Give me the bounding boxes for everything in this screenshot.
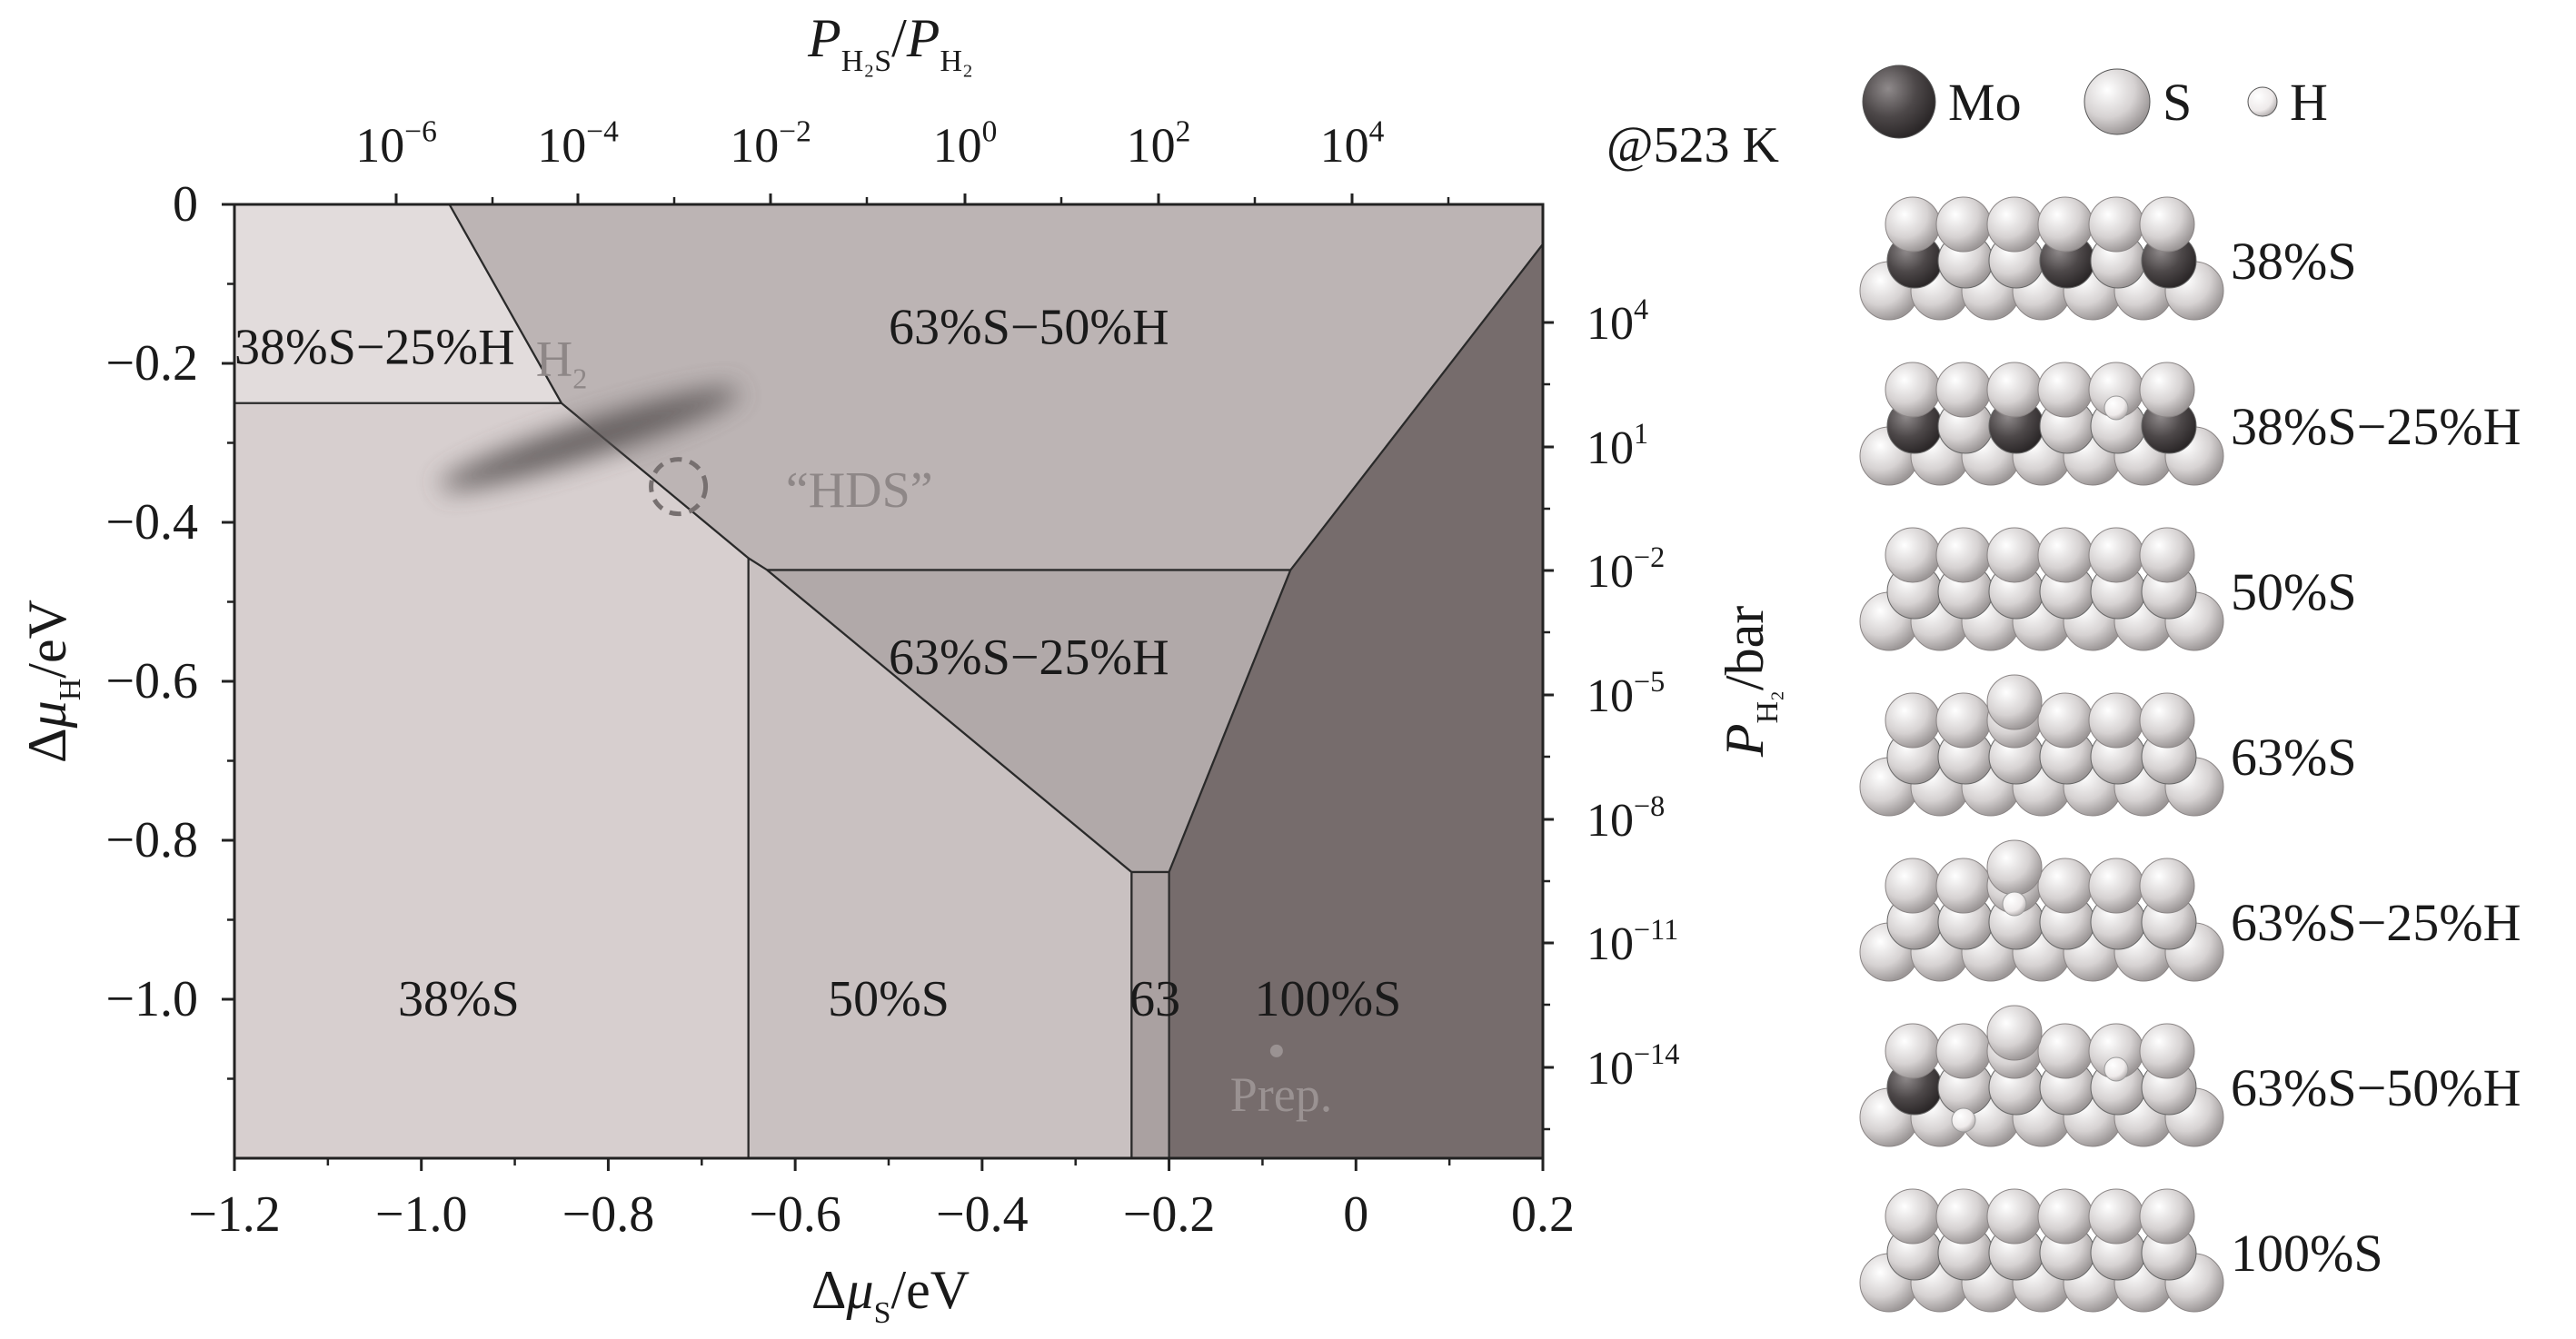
- h-atom-icon: [2104, 1056, 2129, 1082]
- right-tick-label: 10−11: [1586, 913, 1678, 970]
- region-label: 63: [1129, 971, 1180, 1027]
- top-tick-label: 102: [1127, 114, 1191, 173]
- region-labels: 38%S−25%H 63%S−50%H 63%S−25%H 38%S 50%S 63 100…: [234, 300, 1401, 1122]
- right-axis-title: PH₂/bar: [1715, 606, 1785, 758]
- structure-row: 38%S−25%H: [1863, 352, 2571, 501]
- region-38-s: [233, 402, 750, 1160]
- structure-slabs: [1859, 196, 2224, 1313]
- top-tick-label: 100: [933, 114, 998, 173]
- x-tick-label: −0.8: [562, 1186, 655, 1243]
- mo-atom-icon: [1862, 64, 1936, 139]
- x-tick-label: 0.2: [1511, 1186, 1575, 1243]
- slab-1: [1859, 196, 2224, 321]
- x-tick-label: −1.0: [375, 1186, 468, 1243]
- slab-4: [1859, 674, 2224, 817]
- legend-label: Mo: [1948, 73, 2022, 132]
- structure-label: 38%S−25%H: [2231, 397, 2521, 456]
- x-tick-label: 0: [1343, 1186, 1368, 1243]
- top-tick-label: 10−2: [730, 114, 811, 173]
- h-atom-icon: [1951, 1107, 1976, 1133]
- top-tick-label: 10−4: [537, 114, 619, 173]
- temperature-label: @523 K: [1606, 117, 1779, 174]
- h-atom-icon: [2104, 395, 2129, 421]
- h-atom-icon: [2247, 86, 2278, 117]
- structure-label: 63%S−50%H: [2231, 1058, 2521, 1117]
- hds-marker: [649, 457, 709, 517]
- s-atom-icon: [2084, 68, 2151, 135]
- structure-label: 50%S: [2231, 562, 2357, 621]
- region-label: 50%S: [828, 971, 950, 1027]
- x-tick-label: −0.2: [1123, 1186, 1216, 1243]
- structure-row: 63%S: [1863, 682, 2571, 832]
- top-axis-title: PH₂S/PH₂: [807, 8, 973, 78]
- s-atom-icon: [1986, 1005, 2043, 1061]
- s-atom-icon: [2139, 1188, 2195, 1245]
- x-tick-label: −0.6: [749, 1186, 841, 1243]
- right-tick-label: 104: [1586, 293, 1648, 350]
- region-label: 63%S−50%H: [889, 300, 1169, 356]
- prep-label: Prep.: [1230, 1067, 1332, 1122]
- h-atom-icon: [2002, 891, 2027, 917]
- s-atom-icon: [2139, 362, 2195, 418]
- slab-7: [1859, 1188, 2224, 1313]
- legend-label: S: [2163, 73, 2192, 132]
- atom-legend: Mo S H: [1862, 64, 2328, 139]
- region-label: 63%S−25%H: [889, 630, 1169, 686]
- slab-5: [1859, 839, 2224, 982]
- y-tick-label: −0.4: [105, 494, 198, 550]
- top-tick-label: 104: [1320, 114, 1385, 173]
- y-tick-label: −1.0: [105, 971, 198, 1027]
- s-atom-icon: [2139, 858, 2195, 914]
- hds-label: “HDS”: [786, 462, 933, 519]
- y-tick-label: −0.6: [105, 653, 198, 709]
- slab-2: [1859, 362, 2224, 486]
- slab-6: [1859, 1005, 2224, 1147]
- y-tick-label: −0.2: [105, 335, 198, 392]
- region-label: 38%S−25%H: [234, 320, 514, 376]
- region-label: 38%S: [398, 971, 520, 1027]
- structure-label: 100%S: [2231, 1224, 2383, 1283]
- structure-label: 63%S−25%H: [2231, 893, 2521, 952]
- structure-row: 63%S−25%H: [1863, 848, 2571, 997]
- structure-label: 38%S: [2231, 232, 2357, 291]
- x-tick-label: −0.4: [936, 1186, 1029, 1243]
- s-atom-icon: [2139, 196, 2195, 253]
- x-tick-label: −1.2: [188, 1186, 281, 1243]
- s-atom-icon: [2139, 1023, 2195, 1079]
- y-tick-label: 0: [173, 176, 198, 233]
- structure-row: 63%S−50%H: [1863, 1013, 2571, 1163]
- h2-label: H2: [536, 332, 587, 395]
- s-atom-icon: [1986, 674, 2043, 730]
- right-tick-label: 10−5: [1586, 665, 1665, 722]
- legend-label: H: [2290, 73, 2328, 132]
- chart-marks: [440, 388, 1283, 1057]
- x-axis-title: ΔμS/eV: [811, 1260, 970, 1330]
- phase-regions: [233, 203, 1545, 1160]
- slab-3: [1859, 527, 2224, 651]
- y-tick-label: −0.8: [105, 812, 198, 868]
- top-tick-label: 10−6: [355, 114, 437, 173]
- right-tick-label: 101: [1586, 417, 1648, 474]
- right-tick-label: 10−8: [1586, 789, 1665, 847]
- right-tick-label: 10−2: [1586, 541, 1665, 598]
- prep-point: [1269, 1044, 1283, 1057]
- s-atom-icon: [2139, 527, 2195, 583]
- h2-band: [440, 388, 740, 490]
- region-label: 100%S: [1255, 971, 1402, 1027]
- axes: −1.2 −1.0 −0.8 −0.6 −0.4 −0.2 0 0.2 0 −0.2 −0.4 −0.…: [17, 8, 1785, 1330]
- right-tick-label: 10−14: [1586, 1037, 1679, 1095]
- structure-row: 100%S: [1863, 1178, 2571, 1328]
- y-axis-title: ΔμH/eV: [17, 600, 87, 763]
- structure-row: 38%S: [1863, 186, 2571, 336]
- structure-row: 50%S: [1863, 517, 2571, 667]
- structure-label: 63%S: [2231, 728, 2357, 787]
- s-atom-icon: [2139, 692, 2195, 749]
